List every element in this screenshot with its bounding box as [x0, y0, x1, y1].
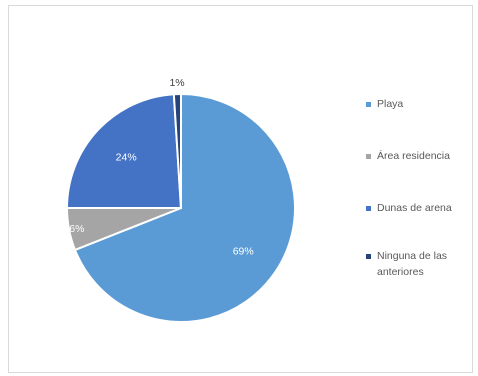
legend-label: Playa — [377, 98, 404, 110]
legend-item-ninguna: Ninguna de las anteriores — [366, 248, 477, 280]
pie-slice-0 — [73, 92, 296, 323]
legend-item-area-residencia: Área residencia — [366, 148, 477, 164]
legend-label: Ninguna de las anteriores — [377, 250, 448, 278]
legend-swatch — [366, 102, 371, 107]
slice-data-label-3: 1% — [169, 77, 184, 89]
legend-label: Área residencia — [377, 150, 450, 162]
legend-swatch — [366, 206, 371, 211]
slice-data-label-2: 24% — [116, 151, 137, 163]
legend-swatch — [366, 154, 371, 159]
pie-slice-2 — [65, 93, 183, 209]
legend-swatch — [366, 254, 371, 259]
slice-data-label-0: 69% — [233, 245, 254, 257]
pie-slice-3 — [172, 92, 182, 209]
legend-item-playa: Playa — [366, 96, 477, 112]
legend-item-dunas-de-arena: Dunas de arena — [366, 200, 477, 216]
slice-data-label-1: 6% — [69, 223, 84, 235]
legend-label: Dunas de arena — [377, 202, 452, 214]
